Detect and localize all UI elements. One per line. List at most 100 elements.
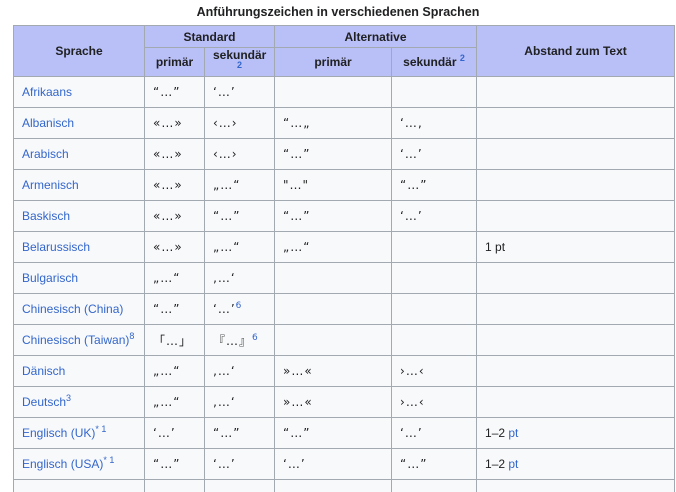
footnote-link[interactable]: 2 [460, 53, 465, 63]
language-cell[interactable]: Chinesisch (Taiwan)8 [14, 325, 145, 356]
alternative-primary-cell [275, 77, 392, 108]
standard-primary-cell: «…» [145, 232, 205, 263]
alternative-secondary-cell [392, 77, 477, 108]
standard-secondary-cell: “…” [205, 201, 275, 232]
empty-cell [275, 480, 392, 492]
header-alternative-primary: primär [275, 48, 392, 77]
standard-primary-cell: „…“ [145, 263, 205, 294]
language-cell[interactable]: Belarussisch [14, 232, 145, 263]
language-link[interactable]: Arabisch [22, 147, 69, 161]
alternative-secondary-cell: ‘…’ [392, 139, 477, 170]
table-row: Deutsch3 „…“ ‚…‘ »…« ›…‹ [14, 387, 675, 418]
unit-link[interactable]: pt [508, 457, 518, 471]
spacing-cell [477, 170, 675, 201]
standard-primary-cell: ‘…’ [145, 418, 205, 449]
spacing-cell: 1 pt [477, 232, 675, 263]
language-cell[interactable]: Bulgarisch [14, 263, 145, 294]
alternative-primary-cell: "…" [275, 170, 392, 201]
standard-primary-cell: “…” [145, 77, 205, 108]
spacing-cell [477, 139, 675, 170]
table-row: Dänisch „…“ ‚…‘ »…« ›…‹ [14, 356, 675, 387]
alternative-secondary-cell [392, 294, 477, 325]
language-cell[interactable]: Afrikaans [14, 77, 145, 108]
quote-value: ‹…› [213, 116, 238, 130]
language-link[interactable]: Englisch (UK) [22, 426, 95, 440]
alternative-primary-cell: “…„ [275, 108, 392, 139]
spacing-cell [477, 201, 675, 232]
alternative-secondary-cell: ›…‹ [392, 387, 477, 418]
footnote-link[interactable]: 3 [66, 393, 71, 403]
table-row: Albanisch «…» ‹…› “…„ ‘…‚ [14, 108, 675, 139]
spacing-value: 1 pt [485, 240, 505, 254]
language-cell[interactable]: Baskisch [14, 201, 145, 232]
language-cell[interactable]: Armenisch [14, 170, 145, 201]
footnote-link[interactable]: 6 [236, 301, 243, 311]
language-cell[interactable]: Albanisch [14, 108, 145, 139]
header-secondary-label: sekundär [403, 55, 456, 69]
spacing-cell [477, 356, 675, 387]
empty-cell [145, 480, 205, 492]
quote-value: 『…』 [213, 334, 252, 348]
language-cell[interactable]: Englisch (UK)* 1 [14, 418, 145, 449]
alternative-secondary-cell: “…” [392, 449, 477, 480]
language-link[interactable]: Bulgarisch [22, 271, 78, 285]
standard-secondary-cell: “…” [205, 418, 275, 449]
quote-value: ‘…’ [213, 85, 236, 99]
language-cell[interactable]: Englisch (USA)* 1 [14, 449, 145, 480]
header-standard-primary: primär [145, 48, 205, 77]
empty-cell [477, 480, 675, 492]
standard-secondary-cell: „…“ [205, 232, 275, 263]
header-alternative-secondary: sekundär 2 [392, 48, 477, 77]
language-link[interactable]: Armenisch [22, 178, 79, 192]
standard-primary-cell: “…” [145, 294, 205, 325]
spacing-cell [477, 108, 675, 139]
footnote-link[interactable]: * 1 [95, 424, 106, 434]
standard-secondary-cell: 『…』6 [205, 325, 275, 356]
language-link[interactable]: Englisch (USA) [22, 457, 103, 471]
standard-secondary-cell: ‹…› [205, 108, 275, 139]
alternative-primary-cell [275, 325, 392, 356]
footnote-link[interactable]: 6 [252, 333, 259, 343]
table-row: Englisch (UK)* 1 ‘…’ “…” “…” ‘…’ 1–2 pt [14, 418, 675, 449]
language-cell[interactable]: Dänisch [14, 356, 145, 387]
footnote-link[interactable]: * 1 [103, 455, 114, 465]
standard-primary-cell: „…“ [145, 387, 205, 418]
language-link[interactable]: Albanisch [22, 116, 74, 130]
quote-value: „…“ [213, 240, 240, 254]
language-cell[interactable]: Chinesisch (China) [14, 294, 145, 325]
footnote-link[interactable]: 2 [237, 60, 242, 70]
standard-secondary-cell: ‚…‘ [205, 263, 275, 294]
alternative-primary-cell [275, 263, 392, 294]
table-row: Arabisch «…» ‹…› “…” ‘…’ [14, 139, 675, 170]
alternative-primary-cell: »…« [275, 356, 392, 387]
empty-cell [205, 480, 275, 492]
language-link[interactable]: Belarussisch [22, 240, 90, 254]
language-link[interactable]: Deutsch [22, 395, 66, 409]
header-language: Sprache [14, 26, 145, 77]
unit-link[interactable]: pt [508, 426, 518, 440]
language-link[interactable]: Dänisch [22, 364, 65, 378]
language-cell[interactable]: Arabisch [14, 139, 145, 170]
empty-cell [14, 480, 145, 492]
alternative-primary-cell: “…” [275, 139, 392, 170]
quote-value: ‚…‘ [213, 364, 236, 378]
language-link[interactable]: Chinesisch (Taiwan) [22, 333, 129, 347]
language-link[interactable]: Baskisch [22, 209, 70, 223]
quote-value: “…” [213, 426, 240, 440]
language-link[interactable]: Afrikaans [22, 85, 72, 99]
spacing-cell [477, 294, 675, 325]
spacing-cell [477, 325, 675, 356]
alternative-secondary-cell: “…” [392, 170, 477, 201]
standard-primary-cell: «…» [145, 170, 205, 201]
footnote-link[interactable]: 8 [129, 331, 134, 341]
alternative-primary-cell: ‘…’ [275, 449, 392, 480]
table-row: Bulgarisch „…“ ‚…‘ [14, 263, 675, 294]
language-link[interactable]: Chinesisch (China) [22, 302, 123, 316]
language-cell[interactable]: Deutsch3 [14, 387, 145, 418]
spacing-cell [477, 263, 675, 294]
alternative-secondary-cell: ‘…’ [392, 201, 477, 232]
header-spacing: Abstand zum Text [477, 26, 675, 77]
spacing-cell [477, 77, 675, 108]
spacing-cell: 1–2 pt [477, 418, 675, 449]
quote-value: ‹…› [213, 147, 238, 161]
